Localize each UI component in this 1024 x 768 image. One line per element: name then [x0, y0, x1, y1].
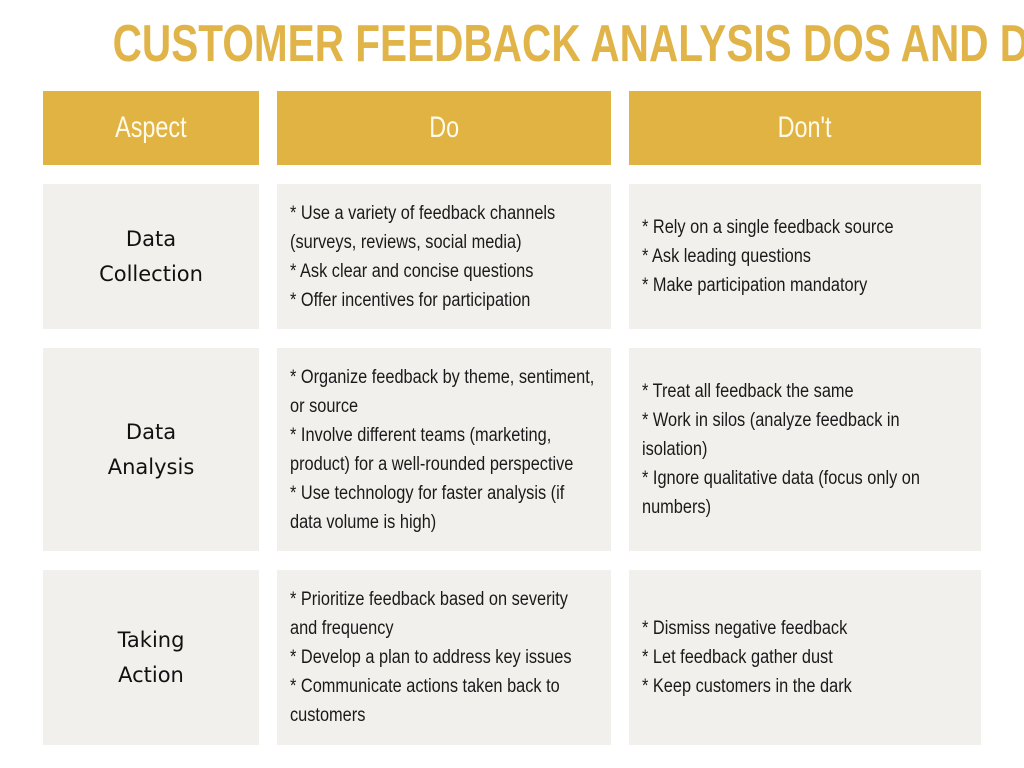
- do-cell-taking-action: * Prioritize feedback based on severity …: [277, 570, 611, 745]
- aspect-cell-data-collection: Data Collection: [43, 184, 259, 329]
- page-title: CUSTOMER FEEDBACK ANALYSIS DOS AND DON’T…: [112, 15, 1024, 73]
- dont-cell-data-analysis: * Treat all feedback the same * Work in …: [629, 348, 981, 551]
- dont-item-line: * Rely on a single feedback source: [642, 217, 894, 238]
- dont-item-line: * Work in silos (analyze feedback in: [642, 410, 900, 431]
- aspect-label-line: Analysis: [107, 454, 195, 479]
- do-item-line: and frequency: [290, 618, 394, 639]
- dont-item-line: * Treat all feedback the same: [642, 381, 854, 402]
- dont-item-line: * Keep customers in the dark: [642, 676, 852, 697]
- do-item-line: * Use a variety of feedback channels: [290, 202, 556, 224]
- do-item-line: or source: [290, 395, 359, 417]
- aspect-cell-taking-action: Taking Action: [43, 570, 259, 745]
- aspect-cell-data-analysis: Data Analysis: [43, 348, 259, 551]
- do-item-line: product) for a well-rounded perspective: [290, 453, 574, 475]
- dont-cell-taking-action: * Dismiss negative feedback * Let feedba…: [629, 570, 981, 745]
- do-item-line: * Involve different teams (marketing,: [290, 424, 552, 446]
- do-cell-data-collection: * Use a variety of feedback channels (su…: [277, 184, 611, 329]
- dont-item-line: * Make participation mandatory: [642, 275, 868, 296]
- aspect-label-line: Data: [125, 419, 177, 444]
- do-cell-data-analysis: * Organize feedback by theme, sentiment,…: [277, 348, 611, 551]
- do-item-line: customers: [290, 705, 366, 726]
- header-aspect-label: Aspect: [115, 111, 187, 144]
- dont-item-line: * Dismiss negative feedback: [642, 618, 848, 639]
- aspect-label-line: Collection: [99, 261, 203, 286]
- do-item-line: * Ask clear and concise questions: [290, 260, 534, 282]
- header-dont-label: Don't: [778, 111, 832, 144]
- header-dont: Don't: [629, 91, 981, 165]
- header-do-label: Do: [429, 111, 459, 144]
- header-do: Do: [277, 91, 611, 165]
- dont-item-line: numbers): [642, 497, 712, 518]
- dont-item-line: * Ask leading questions: [642, 246, 811, 267]
- do-item-line: * Organize feedback by theme, sentiment,: [290, 366, 595, 388]
- do-item-line: * Prioritize feedback based on severity: [290, 589, 568, 610]
- dont-cell-data-collection: * Rely on a single feedback source * Ask…: [629, 184, 981, 329]
- aspect-label-line: Data: [125, 226, 177, 251]
- do-item-line: (surveys, reviews, social media): [290, 231, 522, 253]
- do-item-line: * Develop a plan to address key issues: [290, 647, 572, 668]
- dont-item-line: * Ignore qualitative data (focus only on: [642, 468, 920, 489]
- do-item-line: * Use technology for faster analysis (if: [290, 482, 565, 504]
- header-aspect: Aspect: [43, 91, 259, 165]
- dont-item-line: * Let feedback gather dust: [642, 647, 833, 668]
- aspect-label-line: Action: [118, 662, 184, 687]
- do-item-line: data volume is high): [290, 511, 437, 533]
- aspect-label-line: Taking: [117, 627, 185, 652]
- do-item-line: * Communicate actions taken back to: [290, 676, 560, 697]
- dont-item-line: isolation): [642, 439, 708, 460]
- do-item-line: * Offer incentives for participation: [290, 289, 531, 311]
